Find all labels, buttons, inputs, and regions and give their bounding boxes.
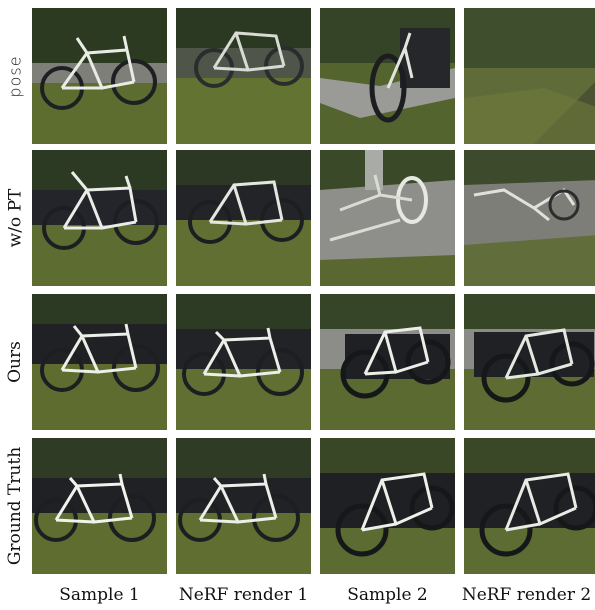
image-ours-nerf-render-2 xyxy=(464,294,595,430)
image-pose-sample-2 xyxy=(320,8,455,144)
image-pose-nerf-render-1 xyxy=(176,8,311,144)
row-label-ground-truth: Ground Truth xyxy=(5,446,26,566)
row-label-wo-pt: w/o PT xyxy=(5,188,26,248)
image-wo-pt-nerf-render-2 xyxy=(464,150,595,286)
image-ours-nerf-render-1 xyxy=(176,294,311,430)
row-label-ours: Ours xyxy=(5,341,25,383)
column-label-sample-1: Sample 1 xyxy=(59,585,140,605)
image-pose-sample-1 xyxy=(32,8,167,144)
image-ground-truth-sample-2 xyxy=(320,438,455,574)
image-ours-sample-1 xyxy=(32,294,167,430)
image-wo-pt-sample-2 xyxy=(320,150,455,286)
image-ground-truth-nerf-render-2 xyxy=(464,438,595,574)
image-ours-sample-2 xyxy=(320,294,455,430)
image-ground-truth-sample-1 xyxy=(32,438,167,574)
column-label-nerf-render-1: NeRF render 1 xyxy=(178,585,309,605)
image-ground-truth-nerf-render-1 xyxy=(176,438,311,574)
row-label-pose: pose xyxy=(5,54,25,98)
column-label-sample-2: Sample 2 xyxy=(347,585,428,605)
column-label-nerf-render-2: NeRF render 2 xyxy=(461,585,592,605)
image-wo-pt-nerf-render-1 xyxy=(176,150,311,286)
image-wo-pt-sample-1 xyxy=(32,150,167,286)
image-pose-nerf-render-2 xyxy=(464,8,595,144)
